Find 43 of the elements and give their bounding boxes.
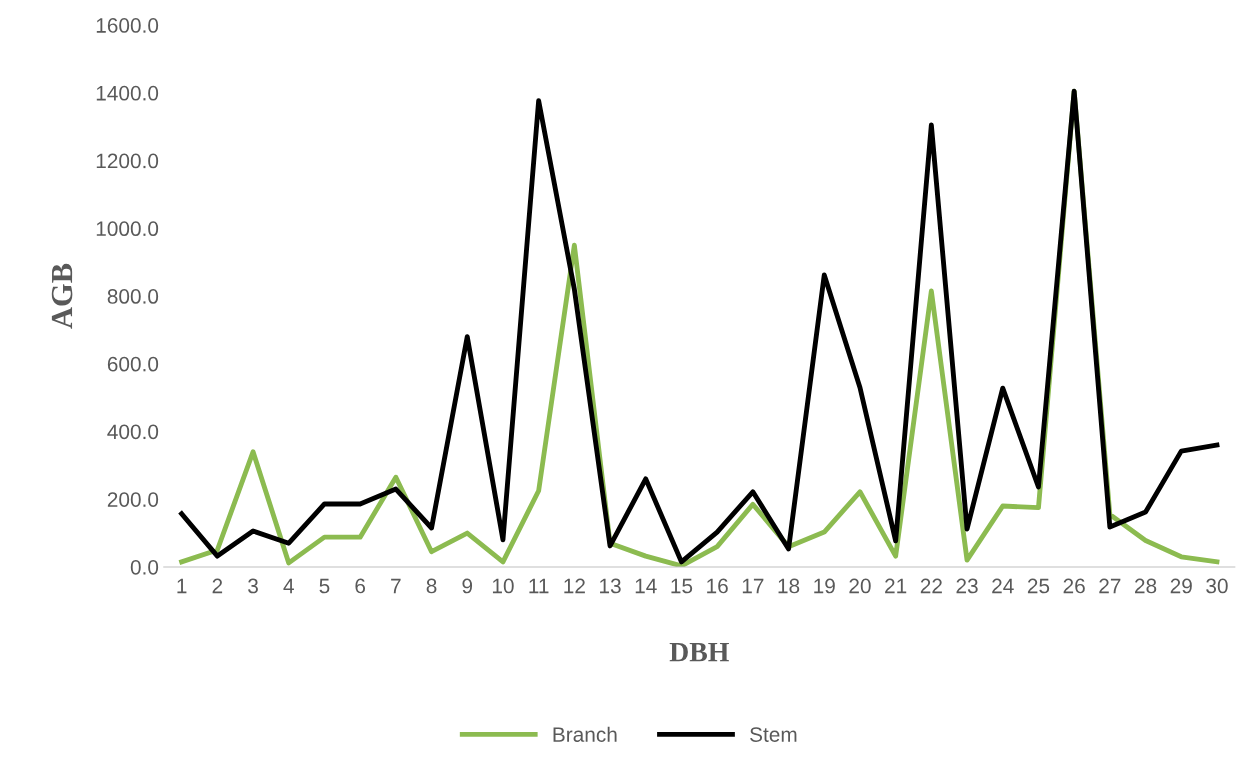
x-tick-label: 15 xyxy=(671,578,693,594)
y-tick-label: 1600.0 xyxy=(96,18,159,33)
x-tick-label: 10 xyxy=(492,578,514,594)
legend-label: Stem xyxy=(750,727,797,742)
x-axis-title: DBH xyxy=(669,643,729,662)
x-tick-label: 2 xyxy=(212,578,223,594)
y-tick-label: 800.0 xyxy=(107,289,159,304)
x-tick-label: 26 xyxy=(1063,578,1085,594)
x-tick-label: 16 xyxy=(707,578,728,594)
x-tick-label: 8 xyxy=(426,578,437,594)
x-tick-label: 9 xyxy=(462,578,473,594)
x-tick-label: 27 xyxy=(1099,578,1121,594)
x-tick-label: 20 xyxy=(849,578,871,594)
y-tick-label: 600.0 xyxy=(107,356,159,372)
x-tick-label: 4 xyxy=(283,578,294,594)
x-tick-label: 3 xyxy=(248,578,258,594)
x-tick-label: 7 xyxy=(391,578,401,594)
x-tick-label: 17 xyxy=(742,578,764,594)
x-tick-label: 6 xyxy=(355,578,366,594)
x-tick-label: 28 xyxy=(1135,578,1157,594)
x-tick-label: 22 xyxy=(920,578,942,594)
x-tick-label: 12 xyxy=(564,578,585,594)
x-tick-label: 29 xyxy=(1170,578,1192,594)
x-tick-label: 14 xyxy=(635,578,657,594)
x-tick-label: 11 xyxy=(529,578,549,594)
x-tick-label: 19 xyxy=(814,578,835,594)
y-tick-label: 0.0 xyxy=(130,559,159,575)
x-tick-label: 24 xyxy=(992,578,1014,594)
y-tick-label: 200.0 xyxy=(107,492,159,507)
legend-label: Branch xyxy=(553,726,617,742)
x-tick-label: 21 xyxy=(885,578,907,594)
x-tick-label: 30 xyxy=(1206,578,1228,594)
y-tick-label: 400.0 xyxy=(107,424,159,440)
x-tick-label: 25 xyxy=(1027,578,1050,594)
x-tick-label: 18 xyxy=(778,578,800,594)
x-tick-label: 23 xyxy=(956,578,978,594)
x-tick-label: 5 xyxy=(319,578,330,594)
y-tick-label: 1200.0 xyxy=(96,153,159,169)
x-tick-label: 1 xyxy=(177,578,187,594)
x-tick-label: 13 xyxy=(600,578,621,594)
y-tick-label: 1400.0 xyxy=(96,85,159,101)
y-tick-label: 1000.0 xyxy=(96,221,159,237)
y-axis-title: AGB xyxy=(51,263,73,329)
